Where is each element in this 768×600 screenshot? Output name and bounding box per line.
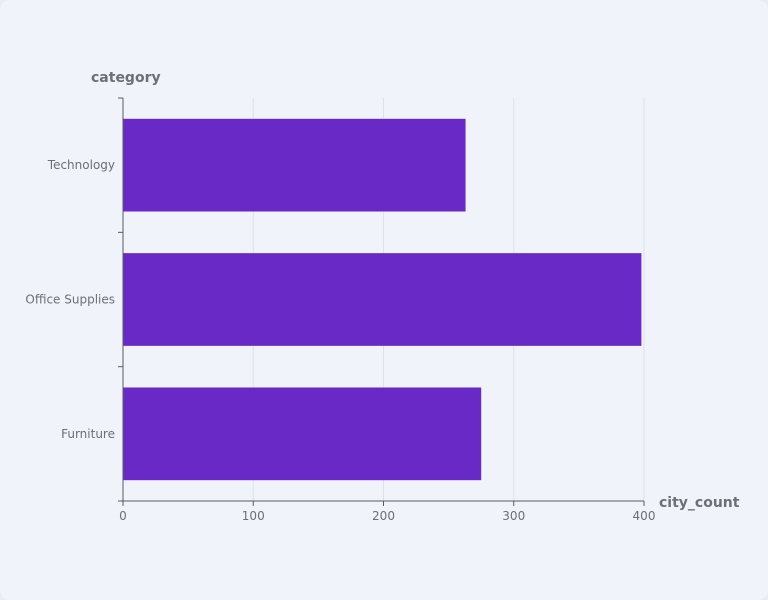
bar <box>123 253 642 346</box>
bar <box>123 118 466 212</box>
x-tick-label: 100 <box>242 509 265 523</box>
y-axis-title: category <box>91 70 161 86</box>
x-tick-label: 300 <box>502 509 525 523</box>
y-tick-label: Furniture <box>61 427 115 441</box>
x-tick-label: 400 <box>633 509 656 523</box>
y-tick-label: Technology <box>47 158 115 172</box>
x-tick-label: 0 <box>119 509 127 523</box>
x-tick-label: 200 <box>372 509 395 523</box>
x-axis-title: city_count <box>659 495 740 511</box>
bar <box>123 387 482 481</box>
axes-layer: 0 100 200 300 400 Technology Office Supplies Fu… <box>25 97 656 523</box>
y-tick-label: Office Supplies <box>25 293 115 307</box>
bars-layer <box>123 118 642 481</box>
